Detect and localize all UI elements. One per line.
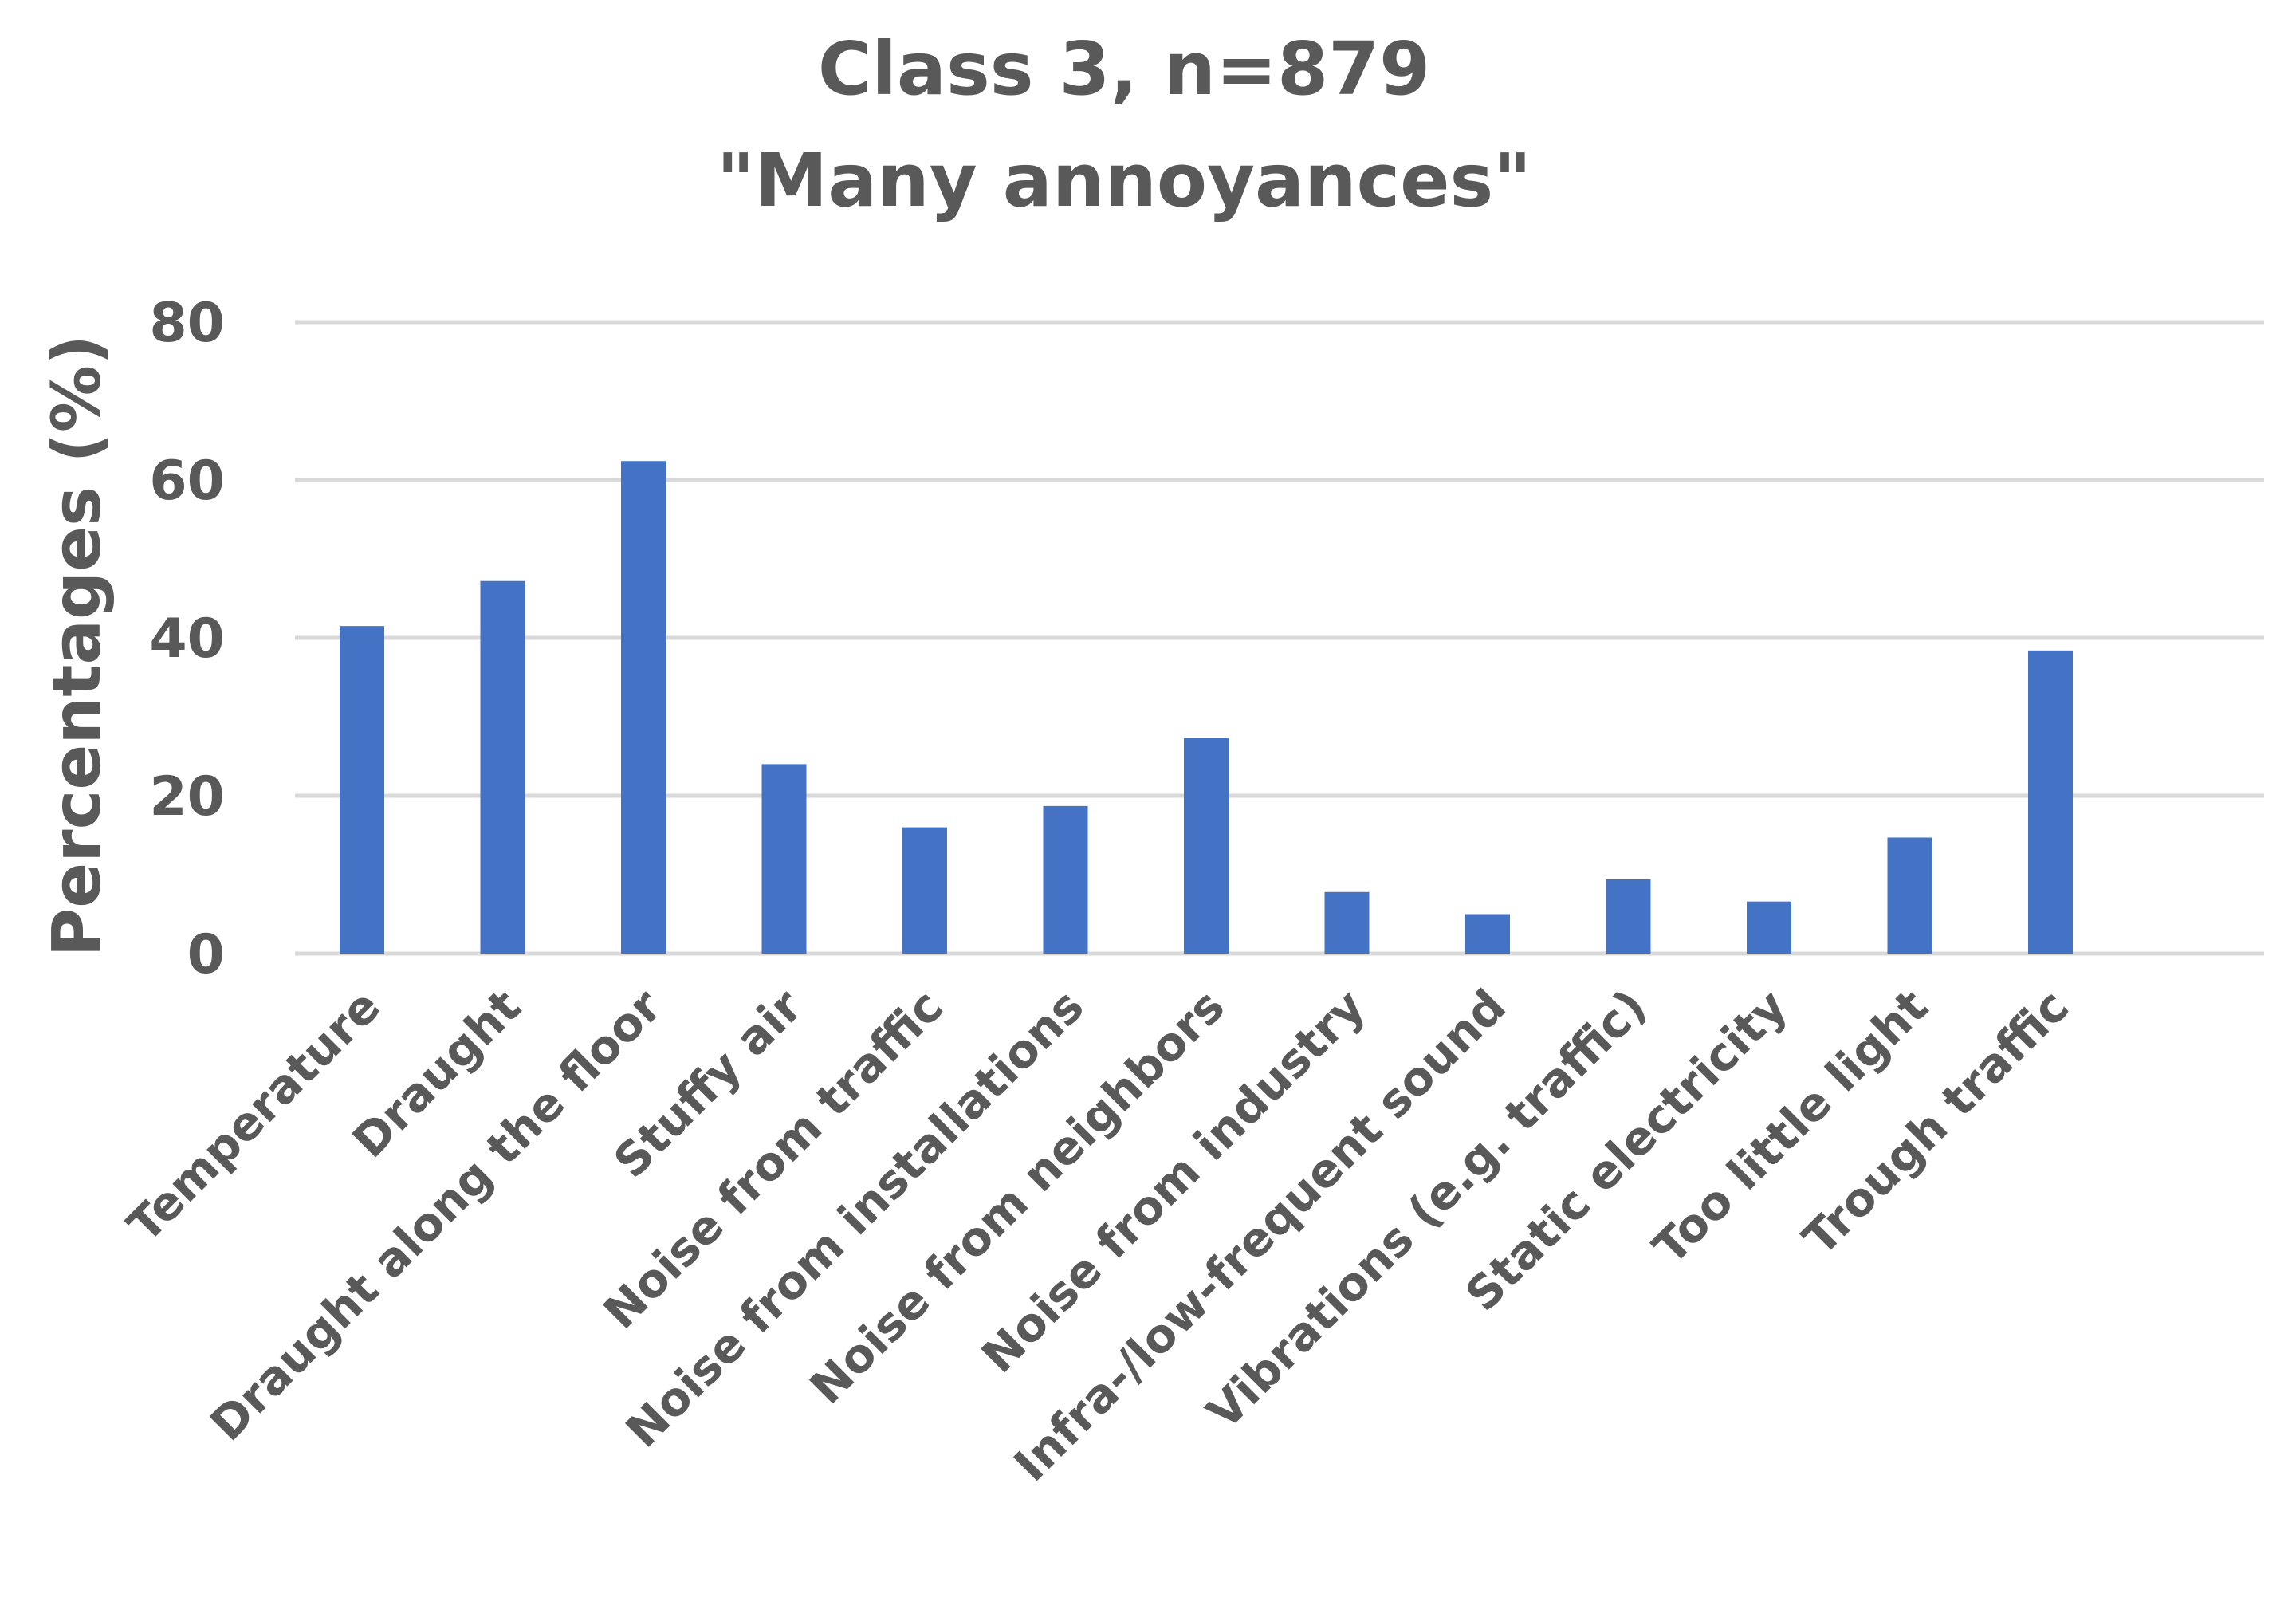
gridlines	[295, 320, 2264, 956]
bar	[1324, 891, 1370, 954]
bar	[1747, 901, 1791, 954]
y-tick-label: 80	[149, 292, 225, 355]
bar	[1465, 914, 1510, 954]
bar	[902, 827, 947, 954]
bar	[340, 626, 384, 954]
x-tick-label: Trough traffic	[1792, 979, 2079, 1266]
bar	[480, 580, 525, 954]
chart-title-line-2: "Many annoyances"	[717, 138, 1532, 223]
y-tick-labels: 0 20 40 60 80	[149, 292, 225, 986]
y-tick-label: 60	[149, 450, 225, 513]
bar	[621, 461, 666, 954]
y-tick-label: 40	[149, 608, 225, 671]
bar	[1606, 879, 1651, 954]
bars	[340, 461, 2073, 954]
x-tick-label: Temperature	[117, 979, 391, 1253]
bar	[1887, 837, 1932, 954]
bar	[1184, 738, 1229, 954]
bar	[761, 764, 807, 954]
chart-title-line-1: Class 3, n=879	[818, 26, 1430, 112]
bar	[1043, 805, 1088, 954]
bar	[2028, 650, 2073, 954]
y-tick-label: 20	[149, 765, 225, 828]
y-axis-label: Percentages (%)	[37, 335, 116, 958]
y-tick-label: 0	[187, 923, 225, 986]
